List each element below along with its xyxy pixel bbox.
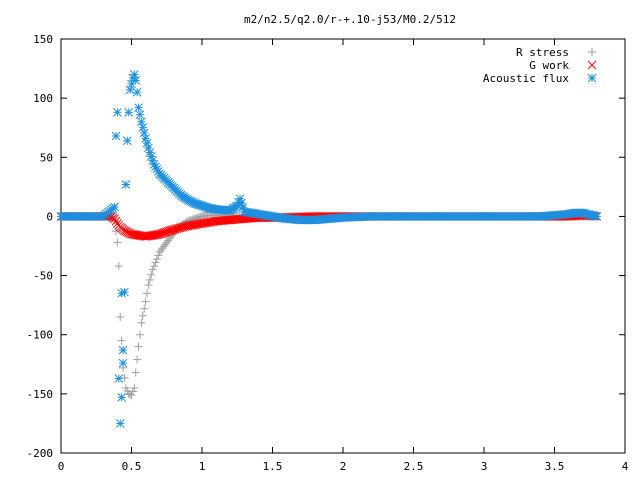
data-point	[114, 374, 124, 383]
data-point	[133, 355, 142, 364]
data-point	[110, 202, 119, 212]
x-tick-label: 4	[622, 460, 629, 473]
legend-label: Acoustic flux	[483, 72, 569, 85]
data-point	[129, 70, 139, 79]
data-point	[142, 138, 152, 148]
series-layer	[56, 70, 602, 428]
data-point	[138, 311, 147, 320]
data-point	[131, 368, 140, 377]
data-point	[143, 289, 152, 298]
data-point	[134, 103, 143, 112]
data-point	[154, 251, 163, 260]
data-point	[116, 312, 125, 321]
y-tick-label: -150	[27, 388, 54, 401]
data-point	[141, 134, 150, 143]
data-point	[131, 76, 141, 85]
data-point	[125, 85, 135, 95]
data-point	[118, 345, 128, 355]
data-point	[111, 131, 121, 141]
series-acoustic-flux	[56, 70, 602, 428]
y-tick-label: -50	[33, 270, 53, 283]
x-tick-label: 1.5	[263, 460, 283, 473]
data-point	[147, 270, 156, 279]
x-tick-label: 2.5	[404, 460, 424, 473]
y-tick-label: 150	[33, 33, 53, 46]
data-point	[120, 287, 129, 297]
series-r-stress	[57, 211, 601, 400]
data-point	[130, 383, 139, 392]
x-tick-label: 1	[199, 460, 206, 473]
data-point	[117, 336, 126, 345]
legend-marker	[588, 48, 596, 56]
data-point	[140, 304, 149, 313]
legend-marker	[587, 60, 597, 70]
y-tick-label: 50	[40, 151, 53, 164]
plot-border	[60, 38, 626, 454]
data-point	[137, 117, 146, 127]
x-tick-label: 0.5	[122, 460, 142, 473]
data-point	[115, 419, 125, 428]
data-point	[120, 373, 129, 382]
data-point	[124, 107, 134, 117]
legend-label: G work	[529, 59, 569, 72]
data-point	[148, 265, 157, 274]
data-point	[145, 275, 154, 284]
data-point	[592, 212, 602, 221]
data-point	[152, 255, 161, 264]
data-point	[144, 281, 153, 290]
x-tick-label: 3	[481, 460, 488, 473]
y-tick-label: 0	[46, 210, 53, 223]
x-axis: 0 0.5 1 1.5 2 2.5 3 3.5 4	[58, 39, 629, 473]
data-point	[141, 297, 150, 306]
data-point	[137, 318, 146, 327]
data-point	[134, 342, 143, 351]
data-point	[138, 122, 148, 132]
data-point	[151, 258, 160, 267]
data-point	[113, 238, 122, 247]
data-point	[235, 194, 245, 204]
data-point	[114, 262, 123, 271]
legend-marker	[587, 73, 597, 83]
data-point	[132, 87, 142, 97]
data-point	[135, 330, 144, 339]
legend-label: R stress	[516, 46, 569, 59]
data-point	[111, 216, 121, 226]
plot-frame	[60, 38, 626, 454]
chart-title: m2/n2.5/q2.0/r-+.10-j53/M0.2/512	[244, 13, 456, 26]
y-tick-label: 100	[33, 92, 53, 105]
x-tick-label: 0	[58, 460, 65, 473]
data-point	[135, 110, 145, 120]
y-tick-label: -100	[27, 329, 54, 342]
data-point	[150, 262, 159, 271]
data-point	[117, 393, 126, 402]
x-tick-label: 3.5	[545, 460, 565, 473]
data-point	[139, 128, 149, 138]
y-axis: -200 -150 -100 -50 0 50 100 150	[27, 33, 625, 460]
x-tick-label: 2	[340, 460, 347, 473]
data-point	[113, 107, 122, 117]
y-tick-label: -200	[27, 447, 54, 460]
data-point	[121, 180, 131, 189]
data-point	[118, 358, 128, 368]
data-point	[122, 136, 132, 146]
data-point	[127, 391, 136, 400]
data-point	[128, 387, 137, 396]
